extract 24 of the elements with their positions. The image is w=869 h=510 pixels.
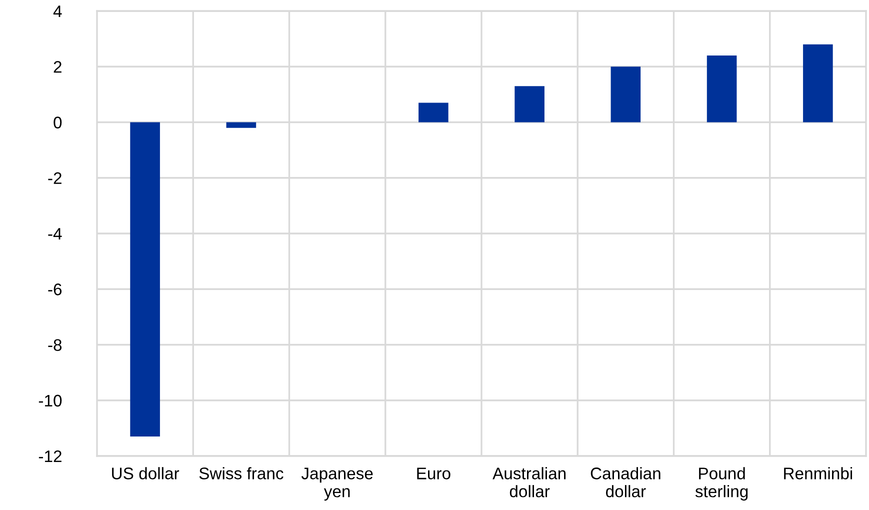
bar bbox=[514, 86, 544, 122]
y-tick-label: 4 bbox=[53, 6, 62, 18]
x-tick-label: Renminbi bbox=[784, 467, 852, 480]
x-tick-label: Australian dollar bbox=[492, 467, 566, 498]
y-tick-label: -10 bbox=[38, 394, 62, 407]
bar bbox=[226, 122, 256, 128]
bar bbox=[610, 66, 641, 122]
x-tick-label: Japanese yen bbox=[301, 468, 373, 501]
y-tick-label: -12 bbox=[38, 450, 62, 462]
x-tick-label: Swiss franc bbox=[199, 467, 284, 480]
x-tick-label: Canadian dollar bbox=[590, 467, 660, 498]
y-tick-label: 2 bbox=[54, 61, 62, 73]
y-tick-label: -6 bbox=[48, 284, 62, 296]
bar bbox=[803, 44, 833, 122]
bar bbox=[418, 102, 448, 122]
x-tick-label: Pound sterling bbox=[695, 467, 748, 501]
bar bbox=[706, 56, 737, 122]
bar bbox=[130, 122, 160, 437]
x-tick-label: Euro bbox=[417, 468, 450, 480]
y-tick-label: -8 bbox=[48, 339, 62, 351]
x-tick-label: US dollar bbox=[112, 467, 180, 480]
y-tick-label: 0 bbox=[54, 116, 62, 128]
y-tick-label: -4 bbox=[48, 228, 62, 240]
y-tick-label: -2 bbox=[48, 172, 62, 184]
